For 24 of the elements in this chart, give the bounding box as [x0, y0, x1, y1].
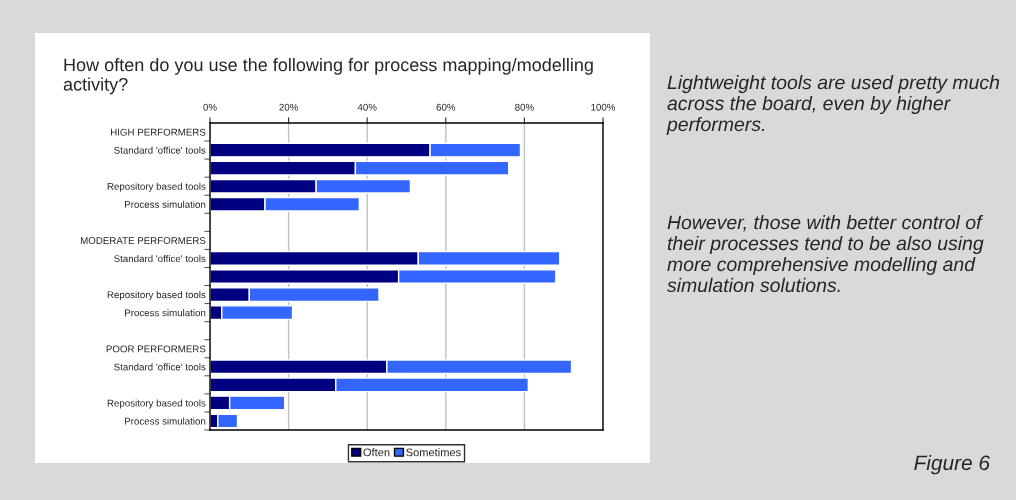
- y-tick-label: Process simulation: [125, 417, 206, 425]
- y-tick-label: Standard 'office' tools: [114, 363, 206, 371]
- y-tick-label: Process simulation: [125, 200, 206, 208]
- x-tick-label: 80%: [515, 103, 534, 111]
- x-tick-label: 100%: [591, 103, 616, 111]
- legend-label: Often: [363, 448, 390, 457]
- y-tick-label: Repository based tools: [107, 399, 206, 409]
- x-tick-label: 60%: [436, 103, 456, 111]
- y-tick-label: Standard 'office' tools: [114, 254, 206, 263]
- legend-label: Sometimes: [406, 448, 461, 457]
- text: Lightweight tools are used pretty much across the board, even by higher performers.: [666, 75, 1000, 136]
- y-tick-label: Standard 'office' tools: [114, 146, 206, 154]
- x-tick-label: 0%: [203, 103, 217, 111]
- y-tick-label: POOR PERFORMERS: [106, 345, 206, 353]
- y-tick-label: Repository based tools: [107, 182, 206, 192]
- caption: Figure 6: [914, 454, 991, 475]
- y-tick-label: Process simulation: [125, 309, 206, 317]
- text: However, those with better control of their processes tend to be also using more comprehensive modelling and simulation solutions.: [667, 215, 984, 293]
- y-tick-label: Repository based tools: [107, 291, 206, 301]
- y-tick-label: HIGH PERFORMERS: [111, 128, 206, 136]
- x-tick-label: 20%: [279, 103, 298, 111]
- x-tick-label: 40%: [357, 103, 377, 111]
- chart-title: How often do you use the following for process mapping/modelling activity?: [63, 58, 593, 95]
- y-tick-label: MODERATE PERFORMERS: [80, 237, 206, 244]
